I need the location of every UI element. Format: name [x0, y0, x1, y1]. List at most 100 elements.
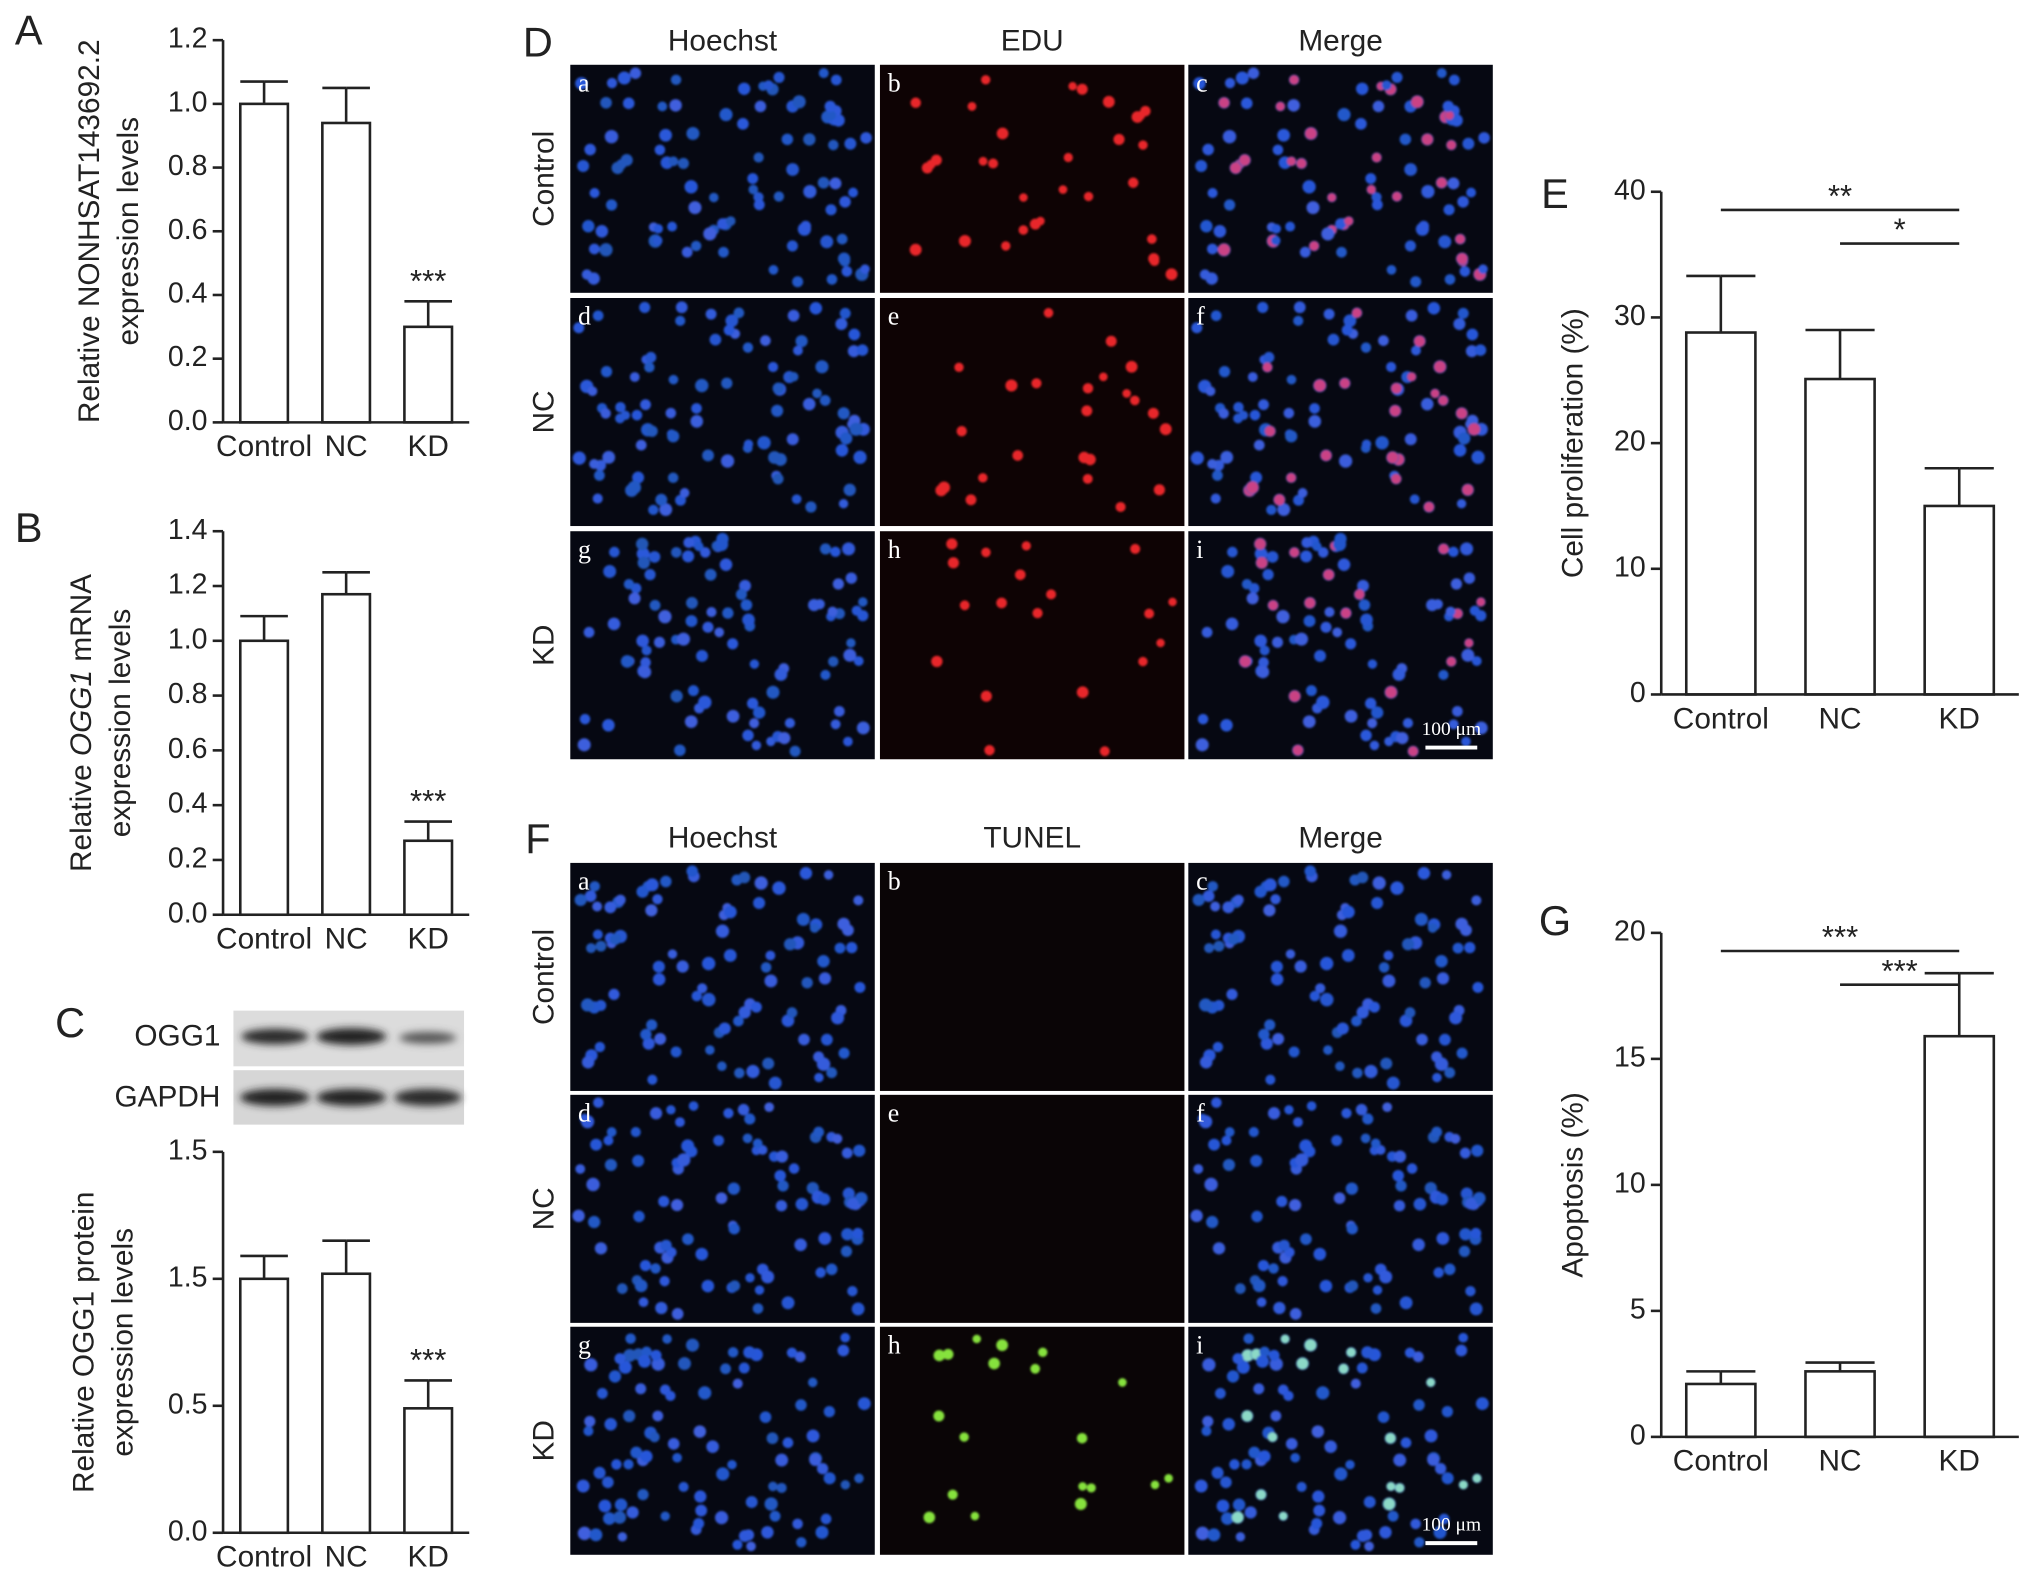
- nucleus: [1222, 1158, 1236, 1172]
- nucleus: [687, 685, 699, 697]
- cells: [574, 865, 866, 1090]
- labeled-nucleus: [1395, 1483, 1405, 1493]
- nucleus: [1387, 1510, 1399, 1522]
- error-bar: [322, 571, 370, 595]
- nucleus: [1455, 1344, 1468, 1357]
- nucleus: [1478, 132, 1490, 144]
- nucleus: [1212, 1041, 1224, 1053]
- nucleus: [1208, 1138, 1221, 1151]
- nucleus: [798, 1033, 810, 1046]
- nucleus: [652, 973, 666, 986]
- labeled-nucleus: [921, 162, 933, 174]
- nucleus: [1319, 1279, 1333, 1293]
- subpanel-letter: i: [1196, 1330, 1203, 1359]
- nucleus: [1458, 1332, 1469, 1343]
- labeled-nucleus: [996, 127, 1009, 140]
- subpanel-letter: c: [1196, 68, 1208, 97]
- labeled-nucleus: [1289, 547, 1300, 558]
- column-header: Hoechst: [668, 821, 778, 854]
- row-label: Control: [528, 929, 561, 1025]
- labeled-nucleus: [1476, 597, 1486, 607]
- micrograph-background: [879, 531, 1185, 760]
- nucleus: [637, 1489, 649, 1501]
- nucleus: [796, 912, 810, 926]
- labeled-nucleus: [1241, 1349, 1254, 1362]
- labeled-nucleus: [1289, 75, 1299, 85]
- labeled-nucleus: [954, 362, 964, 373]
- subpanel-letter: c: [1196, 867, 1208, 896]
- nucleus: [1293, 1117, 1303, 1128]
- nucleus: [1421, 184, 1435, 199]
- nucleus: [1283, 1390, 1294, 1401]
- nucleus: [1356, 871, 1369, 884]
- nucleus: [609, 546, 620, 558]
- y-axis-label-run: expression levels: [106, 1228, 139, 1457]
- nucleus: [649, 1107, 663, 1120]
- labeled-nucleus: [933, 1410, 945, 1422]
- nucleus: [667, 472, 679, 484]
- scale-bar-label: 100 μm: [1422, 719, 1482, 740]
- nucleus: [823, 1472, 836, 1485]
- y-tick-label: 0.4: [168, 278, 208, 310]
- nucleus: [659, 128, 672, 142]
- nucleus: [1341, 905, 1355, 919]
- nucleus: [1434, 1463, 1447, 1475]
- nucleus: [1356, 1530, 1369, 1542]
- nucleus: [812, 388, 822, 399]
- labeled-nucleus: [1279, 1511, 1288, 1521]
- nucleus: [777, 1180, 789, 1192]
- labeled-nucleus: [1411, 95, 1424, 108]
- nucleus: [660, 1239, 672, 1252]
- labeled-nucleus: [1434, 360, 1446, 373]
- labeled-nucleus: [1421, 133, 1433, 145]
- nucleus: [796, 1537, 807, 1548]
- nucleus: [1361, 439, 1372, 449]
- nucleus: [718, 1022, 731, 1035]
- labeled-nucleus: [1168, 597, 1177, 607]
- nucleus: [773, 71, 785, 83]
- labeled-nucleus: [1102, 95, 1115, 108]
- labeled-nucleus: [1030, 1363, 1041, 1374]
- nucleus: [1254, 547, 1268, 561]
- subpanel-letter: h: [888, 535, 901, 564]
- nucleus: [1277, 503, 1291, 516]
- y-tick-label: 30: [1614, 300, 1646, 332]
- labeled-nucleus: [1078, 451, 1090, 464]
- nucleus: [792, 276, 804, 288]
- nucleus: [818, 68, 829, 79]
- nucleus: [1341, 949, 1355, 962]
- nucleus: [594, 1242, 608, 1255]
- labeled-nucleus: [1372, 152, 1382, 163]
- blot-band: [239, 1089, 310, 1106]
- nucleus: [649, 1431, 660, 1443]
- y-axis-label: Relative OGG1 protein: [68, 1192, 101, 1493]
- nucleus: [1213, 225, 1227, 238]
- nucleus: [1309, 403, 1320, 414]
- nucleus: [1258, 1450, 1271, 1463]
- y-axis-label-run: Relative NONHSAT143692.2: [73, 39, 106, 423]
- nucleus: [1314, 649, 1327, 662]
- nucleus: [652, 960, 665, 973]
- nucleus: [614, 1498, 628, 1511]
- significance-label: ***: [1822, 920, 1858, 955]
- labeled-nucleus: [1389, 405, 1401, 417]
- nucleus: [685, 1145, 698, 1158]
- nucleus: [720, 1363, 731, 1375]
- x-tick-label: KD: [1939, 702, 1980, 735]
- nucleus: [623, 1459, 634, 1470]
- nucleus: [1246, 592, 1259, 605]
- nucleus: [1416, 1033, 1428, 1046]
- nucleus: [1250, 471, 1263, 484]
- nucleus: [633, 1210, 645, 1223]
- error-bar: [1805, 328, 1875, 380]
- nucleus: [649, 599, 661, 611]
- labeled-nucleus: [1032, 607, 1043, 619]
- bar: [1804, 377, 1876, 696]
- nucleus: [671, 547, 682, 558]
- nucleus: [818, 1232, 832, 1245]
- nucleus: [787, 309, 800, 322]
- nucleus: [848, 187, 858, 198]
- nucleus: [1235, 1532, 1246, 1542]
- nucleus: [733, 307, 745, 319]
- labeled-nucleus: [1014, 569, 1026, 581]
